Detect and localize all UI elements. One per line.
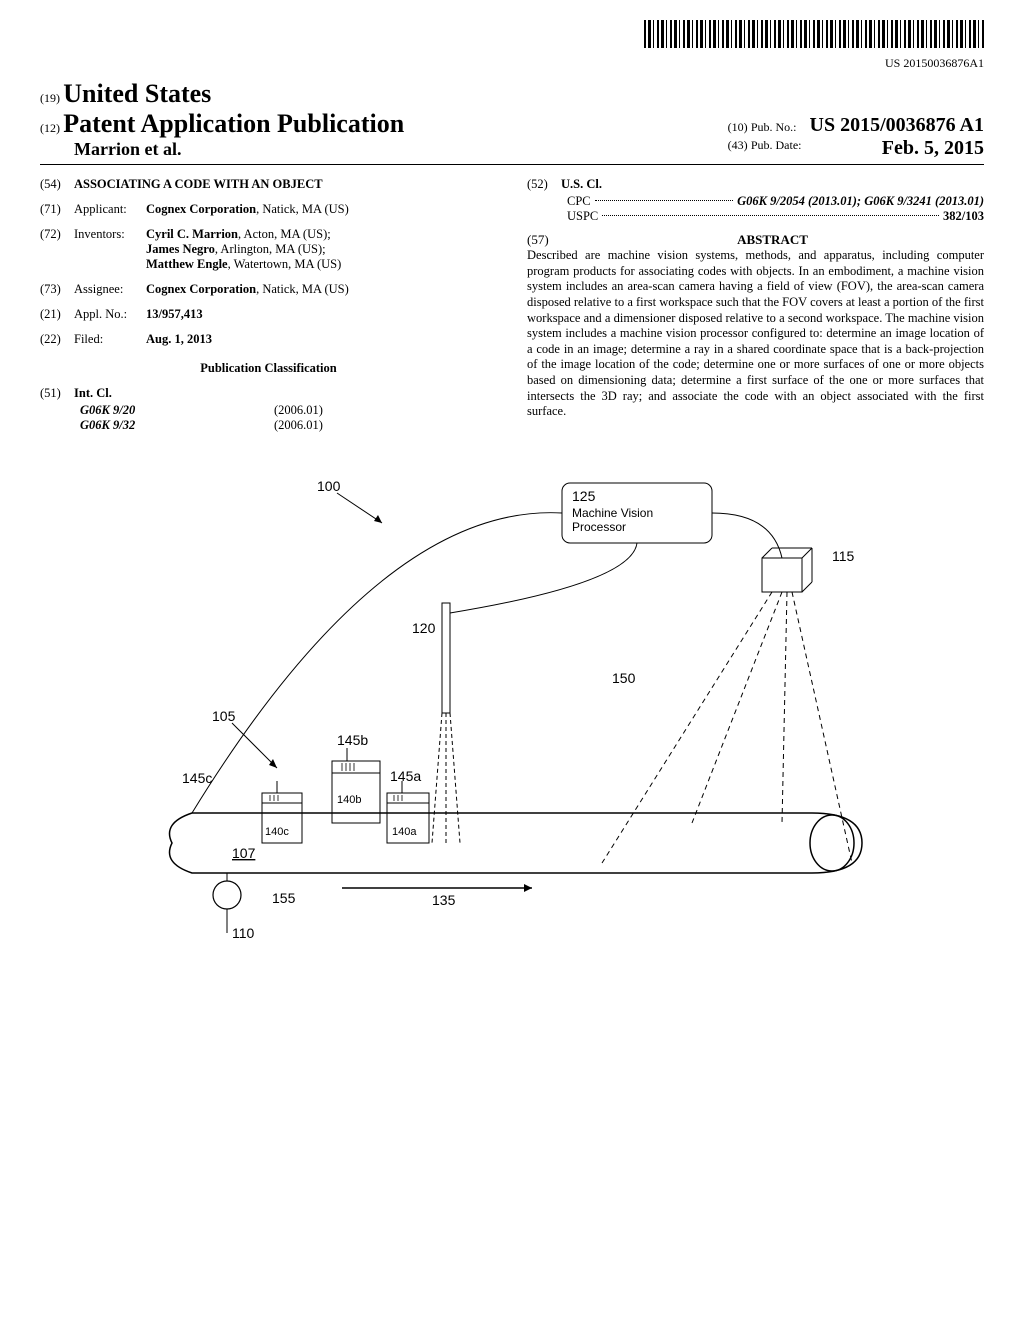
fig-label-100: 100 — [317, 478, 341, 494]
dotfill — [595, 200, 733, 201]
publication-type: Patent Application Publication — [63, 109, 404, 138]
fig-label-110: 110 — [232, 925, 255, 941]
field-71: (71) Applicant: Cognex Corporation, Nati… — [40, 202, 497, 217]
applicant-value: Cognex Corporation, Natick, MA (US) — [146, 202, 497, 217]
pub-class-heading: Publication Classification — [40, 361, 497, 376]
field-73: (73) Assignee: Cognex Corporation, Natic… — [40, 282, 497, 297]
field-72-label: Inventors: — [74, 227, 146, 272]
figure-svg: 100 125 Machine Vision Processor 115 120… — [132, 463, 892, 963]
bibliographic-columns: (54) ASSOCIATING A CODE WITH AN OBJECT (… — [40, 177, 984, 433]
authors: Marrion et al. — [74, 139, 181, 159]
fig-label-107: 107 — [232, 845, 256, 861]
uspc-row: USPC 382/103 — [567, 209, 984, 224]
cpc-label: CPC — [567, 194, 591, 209]
inventor-2: James Negro — [146, 242, 215, 256]
field-51-num: (51) — [40, 386, 74, 401]
field-22-label: Filed: — [74, 332, 146, 347]
pubno-label: Pub. No.: — [751, 120, 797, 134]
fig-label-125b-1: Machine Vision — [572, 506, 653, 520]
field-72-num: (72) — [40, 227, 74, 272]
intcl-row-1: G06K 9/20 (2006.01) — [80, 403, 497, 418]
barcode-number: US 20150036876A1 — [40, 56, 984, 71]
invention-title: ASSOCIATING A CODE WITH AN OBJECT — [74, 177, 497, 192]
figure-1: 100 125 Machine Vision Processor 115 120… — [40, 463, 984, 983]
inventor-1: Cyril C. Marrion — [146, 227, 238, 241]
right-column: (52) U.S. Cl. CPC G06K 9/2054 (2013.01);… — [527, 177, 984, 433]
field-52-num: (52) — [527, 177, 561, 192]
field-52-label: U.S. Cl. — [561, 177, 984, 192]
inventor-3-loc: , Watertown, MA (US) — [228, 257, 342, 271]
dotfill — [602, 215, 939, 216]
abstract-heading: ABSTRACT — [561, 232, 984, 248]
pubdate-code: (43) — [728, 138, 748, 152]
assignee-name: Cognex Corporation — [146, 282, 256, 296]
fig-label-105: 105 — [212, 708, 236, 724]
uspc-value: 382/103 — [943, 209, 984, 224]
field-72: (72) Inventors: Cyril C. Marrion, Acton,… — [40, 227, 497, 272]
applicant-loc: , Natick, MA (US) — [256, 202, 349, 216]
field-57: (57) ABSTRACT — [527, 232, 984, 248]
intcl-row-2: G06K 9/32 (2006.01) — [80, 418, 497, 433]
field-71-label: Applicant: — [74, 202, 146, 217]
barcode-graphic — [644, 20, 984, 48]
field-21: (21) Appl. No.: 13/957,413 — [40, 307, 497, 322]
field-54-num: (54) — [40, 177, 74, 192]
barcode-region — [40, 20, 984, 52]
fig-label-120: 120 — [412, 620, 436, 636]
assignee-loc: , Natick, MA (US) — [256, 282, 349, 296]
intcl-1-ver: (2006.01) — [274, 403, 323, 418]
fig-label-125: 125 — [572, 488, 596, 504]
cpc-value: G06K 9/2054 (2013.01); G06K 9/3241 (2013… — [737, 194, 984, 209]
applicant-name: Cognex Corporation — [146, 202, 256, 216]
fig-label-125b-2: Processor — [572, 520, 626, 534]
fig-label-135: 135 — [432, 892, 456, 908]
publication-number: US 2015/0036876 A1 — [810, 114, 984, 136]
intcl-2-code: G06K 9/32 — [80, 418, 180, 433]
fig-label-145c: 145c — [182, 770, 212, 786]
field-73-label: Assignee: — [74, 282, 146, 297]
field-54: (54) ASSOCIATING A CODE WITH AN OBJECT — [40, 177, 497, 192]
fig-label-155: 155 — [272, 890, 296, 906]
inventors-value: Cyril C. Marrion, Acton, MA (US); James … — [146, 227, 497, 272]
header-right: (10) Pub. No.: US 2015/0036876 A1 (43) P… — [728, 114, 984, 160]
fig-label-140b: 140b — [337, 794, 361, 806]
fig-label-145b: 145b — [337, 732, 368, 748]
field-22-num: (22) — [40, 332, 74, 347]
intcl-1-code: G06K 9/20 — [80, 403, 180, 418]
field-57-num: (57) — [527, 232, 561, 248]
document-header: (19) United States (12) Patent Applicati… — [40, 79, 984, 165]
uspc-label: USPC — [567, 209, 598, 224]
field-51: (51) Int. Cl. — [40, 386, 497, 401]
field-73-num: (73) — [40, 282, 74, 297]
appl-no: 13/957,413 — [146, 307, 497, 322]
country-code: (19) — [40, 91, 60, 105]
inventor-1-loc: , Acton, MA (US); — [238, 227, 331, 241]
fig-label-140a: 140a — [392, 826, 417, 838]
header-left: (19) United States (12) Patent Applicati… — [40, 79, 404, 160]
fig-label-140c: 140c — [265, 826, 289, 838]
filed-date: Aug. 1, 2013 — [146, 332, 497, 347]
fig-label-150: 150 — [612, 670, 636, 686]
field-71-num: (71) — [40, 202, 74, 217]
pubtype-code: (12) — [40, 121, 60, 135]
field-52: (52) U.S. Cl. — [527, 177, 984, 192]
fig-label-145a: 145a — [390, 768, 421, 784]
fig-label-115: 115 — [832, 548, 855, 564]
field-21-label: Appl. No.: — [74, 307, 146, 322]
assignee-value: Cognex Corporation, Natick, MA (US) — [146, 282, 497, 297]
field-21-num: (21) — [40, 307, 74, 322]
field-22: (22) Filed: Aug. 1, 2013 — [40, 332, 497, 347]
abstract-text: Described are machine vision systems, me… — [527, 248, 984, 420]
inventor-3: Matthew Engle — [146, 257, 228, 271]
cpc-row: CPC G06K 9/2054 (2013.01); G06K 9/3241 (… — [567, 194, 984, 209]
inventor-2-loc: , Arlington, MA (US); — [215, 242, 326, 256]
pubno-code: (10) — [728, 120, 748, 134]
field-51-label: Int. Cl. — [74, 386, 497, 401]
pubdate-label: Pub. Date: — [751, 138, 802, 152]
intcl-2-ver: (2006.01) — [274, 418, 323, 433]
left-column: (54) ASSOCIATING A CODE WITH AN OBJECT (… — [40, 177, 497, 433]
publication-date: Feb. 5, 2015 — [882, 137, 984, 160]
country-name: United States — [63, 79, 211, 108]
